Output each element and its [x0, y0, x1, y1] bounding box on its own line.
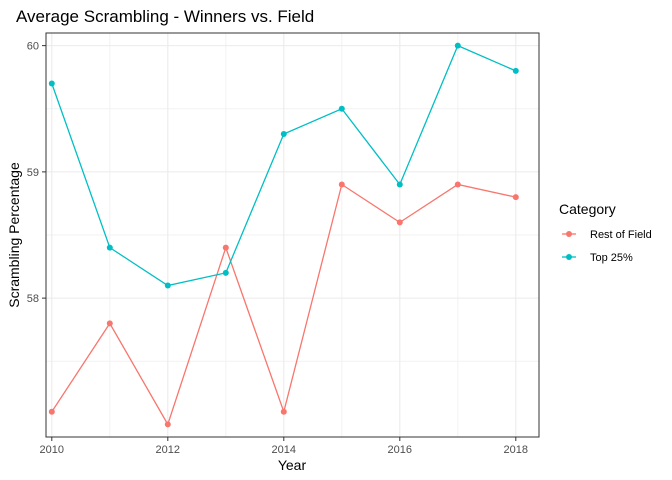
data-point-top-25 [164, 282, 171, 289]
data-point-rest-of-field [396, 219, 403, 226]
data-point-top-25 [512, 67, 519, 74]
data-point-rest-of-field [106, 320, 113, 327]
legend-label-top-25: Top 25% [590, 252, 633, 264]
data-point-top-25 [222, 269, 229, 276]
data-point-rest-of-field [454, 181, 461, 188]
data-point-top-25 [48, 80, 55, 87]
x-tick-label: 2012 [156, 444, 180, 456]
data-point-rest-of-field [48, 408, 55, 415]
chart-title: Average Scrambling - Winners vs. Field [16, 7, 314, 26]
data-point-rest-of-field [222, 244, 229, 251]
x-tick-label: 2010 [40, 444, 64, 456]
plot-border [45, 32, 540, 438]
data-point-top-25 [396, 181, 403, 188]
legend-title: Category [559, 201, 616, 217]
grid-lines [46, 33, 539, 437]
y-axis-title: Scrambling Percentage [6, 162, 22, 308]
legend-key-point-rest-of-field [566, 231, 572, 237]
y-tick-label: 60 [27, 41, 39, 53]
legend-key-point-top-25 [566, 254, 572, 260]
legend-label-rest-of-field: Rest of Field [590, 229, 652, 241]
data-point-top-25 [106, 244, 113, 251]
x-axis-title: Year [278, 457, 307, 473]
y-tick-label: 59 [27, 167, 39, 179]
data-point-top-25 [280, 131, 287, 137]
x-tick-label: 2016 [388, 444, 412, 456]
y-tick-label: 58 [27, 293, 39, 305]
data-point-rest-of-field [280, 408, 287, 415]
x-tick-label: 2014 [272, 444, 296, 456]
series-layer [48, 42, 519, 428]
x-tick-label: 2018 [504, 444, 528, 456]
axis-ticks: 2010 2012 2014 2016 2018 58 59 60 [27, 41, 528, 456]
data-point-rest-of-field [164, 421, 171, 428]
data-point-top-25 [454, 42, 461, 49]
legend: Category Rest of Field Top 25% [559, 201, 652, 264]
data-point-rest-of-field [338, 181, 345, 188]
data-point-top-25 [338, 105, 345, 112]
data-point-rest-of-field [512, 194, 519, 201]
